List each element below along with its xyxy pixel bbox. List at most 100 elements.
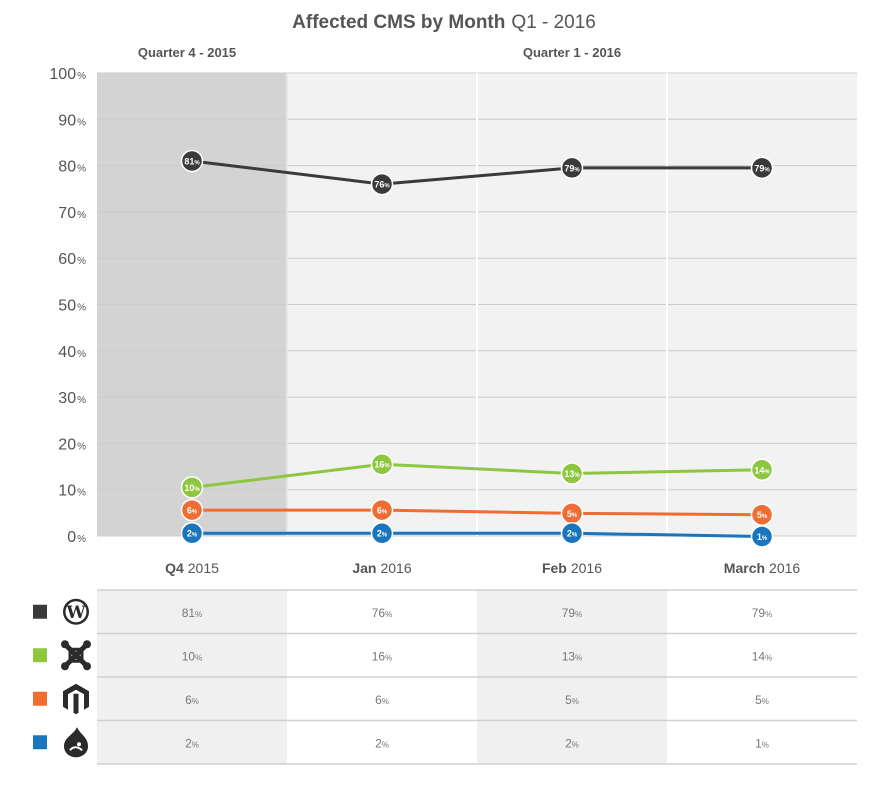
data-point-magento: 6% [370,498,394,522]
table-cell-bg [667,590,857,634]
data-point-marker [750,503,774,526]
column-dividers [286,73,668,536]
table-cell-bg [287,720,477,764]
data-point-marker [750,156,774,180]
data-point-joomla: 13% [560,462,584,485]
legend-swatch-wordpress [33,604,47,619]
joomla-icon [61,640,91,671]
table-cell-bg [97,590,287,634]
data-point-drupal: 1% [750,525,774,548]
y-tick-unit: % [77,441,86,452]
data-point-label: 76% [374,180,390,190]
y-tick-label: 60% [58,251,86,268]
table-cell-bg [97,677,287,721]
data-point-marker [370,521,394,545]
y-tick-unit: % [77,349,86,360]
y-axis-ticks: 100% 90% 80% 70% 60% 50% 40% 30% 20% 10% 0% [49,66,86,546]
data-point-label: 79% [564,163,580,173]
chart-title-sub: Q1 - 2016 [511,12,596,33]
table-cell-bg [477,590,667,634]
data-point-marker [750,458,774,482]
table-cell: 13% [562,649,582,663]
table-cell: 79% [752,606,772,620]
data-point-marker [180,521,204,545]
legend-swatch-magento [33,691,47,706]
y-tick-label: 0% [67,529,86,546]
table-cell: 76% [372,606,392,620]
y-tick-unit: % [77,303,86,314]
chart-title: Affected CMS by Month Q1 - 2016 [292,12,596,33]
data-point-label: 16% [374,460,390,470]
table-cell-bg [287,677,477,721]
table-cell: 5% [565,693,579,707]
data-point-label: 6% [377,506,388,516]
y-tick-label: 50% [58,298,86,315]
legend: W [33,598,91,758]
table-cell: 10% [182,649,202,663]
data-point-label: 13% [564,469,580,479]
data-point-drupal: 2% [370,521,394,545]
table-cell-bg [97,720,287,764]
drupal-icon [64,727,88,758]
table-cell: 2% [565,736,579,750]
data-point-label: 6% [187,506,198,516]
data-point-marker [560,521,584,545]
data-point-magento: 5% [750,503,774,526]
data-point-marker [370,452,394,476]
series-line-joomla [191,462,763,489]
x-category-label: Feb 2016 [542,560,602,576]
data-point-label: 5% [757,510,768,520]
data-point-marker [560,156,584,180]
data-point-drupal: 2% [560,521,584,545]
table-cell-bg [477,633,667,677]
table-cell-bg [287,590,477,634]
table-cell-bg [667,720,857,764]
data-point-marker [750,525,774,548]
data-point-magento: 5% [560,502,584,525]
data-point-wordpress: 76% [370,172,394,196]
series-lines [191,159,763,538]
series-line-drupal [192,531,763,538]
data-point-marker [370,172,394,196]
table-cell: 1% [755,736,769,750]
data-point-label: 2% [187,529,198,539]
data-point-magento: 6% [180,498,204,522]
series-line-wordpress [191,159,762,186]
data-point-label: 81% [184,156,200,166]
legend-swatch-drupal [33,735,47,750]
data-point-wordpress: 79% [560,156,584,180]
data-point-label: 10% [184,483,200,493]
y-tick-unit: % [77,210,86,221]
table-cell: 81% [182,606,202,620]
table-cell: 2% [375,736,389,750]
data-point-marker [180,476,204,499]
magento-icon [63,683,89,715]
y-tick-unit: % [77,256,86,267]
table-cell: 5% [755,693,769,707]
x-category-label: Jan 2016 [352,560,411,576]
table-cell: 14% [752,649,772,663]
data-point-label: 2% [567,529,578,539]
table-cell: 79% [562,606,582,620]
svg-text:W: W [65,603,86,623]
series-points: 81% 76% 79% 79% 10% 16% 13% 14% 6% 6% 5% 5% 2% 2% 2% 1% [180,149,774,548]
data-point-joomla: 10% [180,476,204,499]
y-tick-label: 100% [49,66,86,83]
data-table: 81% 76% 79% 79% 10% 16% 13% 14% 6% 6% 5% 5% 2% 2% 2% 1% [97,589,857,765]
chart-title-main: Affected CMS by Month [292,12,505,33]
data-point-label: 79% [754,163,770,173]
legend-swatch-joomla [33,648,47,663]
x-category-label: March 2016 [724,560,801,576]
table-cell-bg [97,633,287,677]
series-line-magento [192,508,763,517]
y-tick-unit: % [77,164,86,175]
table-cell-bg [287,633,477,677]
y-tick-label: 40% [58,344,86,361]
y-tick-label: 80% [58,159,86,176]
y-tick-label: 10% [58,483,86,500]
data-point-wordpress: 79% [750,156,774,180]
data-point-label: 14% [754,465,770,475]
data-point-marker [560,462,584,485]
table-cell: 6% [185,693,199,707]
